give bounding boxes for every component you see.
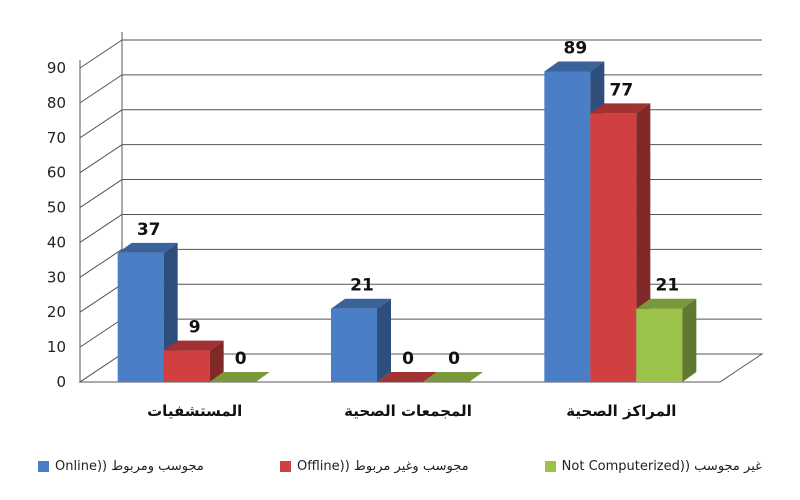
- bar-top-0-0: [117, 242, 178, 253]
- legend: Online)) مجوسب ومربوط Offline)) مجوسب وغ…: [0, 448, 800, 484]
- y-tick-label-2: 20: [47, 303, 66, 321]
- data-label-2-2: 21: [655, 276, 679, 296]
- y-tick-label-5: 50: [47, 199, 66, 217]
- bar-front-2-0: [544, 71, 591, 382]
- data-label-0-1: 9: [189, 318, 201, 338]
- data-label-0-2: 0: [235, 349, 247, 369]
- gridline-depth-4: [79, 214, 123, 243]
- bar-side-2-2: [682, 298, 697, 382]
- y-tick-label-0: 0: [56, 373, 66, 391]
- labels-layer: المستشفيات 37 9 0 المجمعات الصحية 21 0 0 المراكز…: [137, 38, 679, 420]
- gridline-depth-5: [79, 179, 123, 208]
- legend-label-offline: Offline)) مجوسب وغير مربوط: [296, 458, 469, 474]
- bar-top-1-0: [331, 298, 391, 309]
- y-tick-label-9: 90: [47, 59, 66, 77]
- legend-swatch-online: [38, 460, 50, 472]
- legend-swatch-offline: [279, 460, 291, 472]
- bar-front-1-0: [331, 308, 377, 382]
- bar-top-2-1: [590, 103, 651, 114]
- y-tick-label-3: 30: [47, 268, 66, 286]
- gridline-depth-1: [79, 318, 123, 348]
- data-label-0-0: 37: [137, 220, 161, 240]
- y-tick-label-7: 70: [47, 129, 66, 147]
- legend-label-online: Online)) مجوسب ومربوط: [55, 458, 204, 474]
- bar-top-1-2: [423, 372, 483, 382]
- bar-top-2-0: [544, 61, 605, 72]
- y-tick-label-8: 80: [47, 94, 66, 112]
- bar-front-0-1: [163, 350, 210, 382]
- y-tick-label-4: 40: [47, 233, 66, 251]
- bar-front-2-1: [590, 113, 637, 382]
- y-tick-label-1: 10: [47, 338, 66, 356]
- gridline-depth-6: [79, 144, 123, 174]
- bar-top-0-2: [209, 372, 270, 382]
- gridline-depth-2: [79, 283, 123, 313]
- bar-side-1-0: [377, 298, 391, 382]
- legend-item-online: Online)) مجوسب ومربوط: [38, 459, 204, 474]
- legend-item-offline: Offline)) مجوسب وغير مربوط: [279, 458, 469, 474]
- gridline-depth-7: [79, 109, 123, 139]
- legend-label-not-computerized: Not Computerized)) غير مجوسب: [561, 458, 762, 474]
- gridline-depth-3: [79, 248, 123, 278]
- category-label-2: المراكز الصحية: [566, 402, 676, 420]
- data-label-1-0: 21: [350, 276, 374, 296]
- gridline-depth-8: [79, 74, 123, 104]
- legend-item-not-computerized: Not Computerized)) غير مجوسب: [544, 458, 762, 474]
- bar-top-2-2: [636, 298, 697, 309]
- bar-top-1-1: [377, 372, 437, 382]
- bar-front-0-0: [117, 252, 164, 382]
- grid-layer: [79, 39, 762, 383]
- gridline-depth-9: [79, 39, 123, 69]
- bar-front-2-2: [636, 308, 683, 382]
- data-label-1-2: 0: [448, 349, 460, 369]
- y-tick-label-6: 60: [47, 164, 66, 182]
- legend-swatch-not-computerized: [544, 460, 556, 472]
- data-label-2-1: 77: [609, 80, 633, 100]
- category-label-0: المستشفيات: [147, 402, 242, 420]
- data-label-2-0: 89: [563, 38, 587, 58]
- bar-top-0-1: [163, 340, 224, 351]
- category-label-1: المجمعات الصحية: [344, 402, 472, 420]
- bars-layer: [117, 61, 697, 382]
- bar-side-0-1: [209, 340, 224, 382]
- data-label-1-1: 0: [402, 349, 414, 369]
